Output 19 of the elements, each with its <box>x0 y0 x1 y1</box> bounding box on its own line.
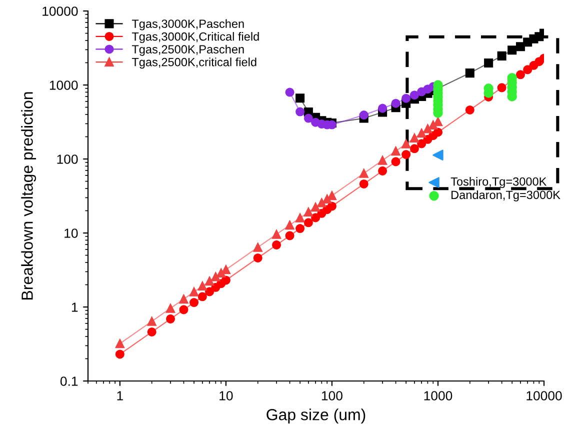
x-tick-label: 1 <box>117 391 123 400</box>
x-axis-title: Gap size (um) <box>266 408 366 424</box>
legend-label: Dandaron,Tg=3000K <box>452 190 560 202</box>
x-tick-label: 10 <box>220 391 233 400</box>
x-tick-label: 100 <box>322 391 342 400</box>
legend-label: Tgas,2500K,critical field <box>132 58 256 69</box>
x-tick-label: 10000 <box>526 391 562 400</box>
y-axis-title: Breakdown voltage prediction <box>21 92 36 300</box>
legend-label: Tgas,3000K,Critical field <box>132 32 259 44</box>
y-tick-label: 100 <box>57 154 78 164</box>
legend-label: Tgas,3000K,Paschen <box>132 19 244 30</box>
y-tick-label: 10 <box>64 228 78 238</box>
x-tick-label: 1000 <box>424 391 452 400</box>
y-tick-label: 10000 <box>42 6 78 16</box>
legend-label: Toshiro,Tg=3000K <box>450 177 547 188</box>
legend-label: Tgas,2500K,Paschen <box>132 44 244 56</box>
y-tick-label: 1000 <box>50 80 78 90</box>
y-tick-label: 0.1 <box>60 376 78 386</box>
y-tick-label: 1 <box>72 302 78 312</box>
